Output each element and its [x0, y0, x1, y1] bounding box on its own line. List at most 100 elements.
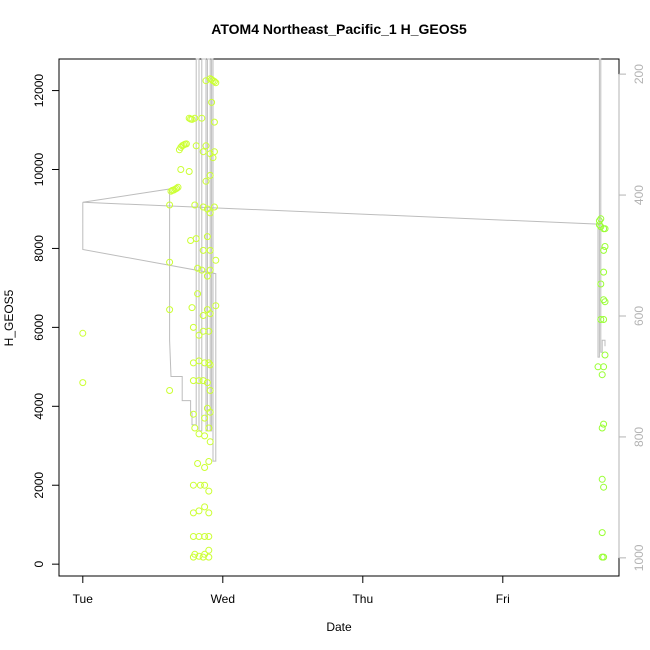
- x-axis: Tue Wed Thu Fri: [73, 575, 510, 606]
- x-axis-label: Date: [326, 620, 352, 634]
- data-point: [203, 233, 211, 241]
- data-point: [195, 430, 203, 438]
- data-point: [600, 483, 608, 491]
- data-point: [600, 553, 608, 561]
- data-point: [188, 304, 196, 312]
- data-point: [202, 142, 210, 150]
- data-point: [192, 235, 200, 243]
- data-point: [600, 268, 608, 276]
- data-point: [600, 420, 608, 428]
- pressure-line: [82, 58, 606, 462]
- data-point: [210, 78, 218, 85]
- data-point: [600, 363, 608, 371]
- y2-tick-label: 400: [632, 185, 646, 205]
- data-point: [199, 203, 207, 211]
- y-tick-label: 10000: [32, 152, 46, 186]
- data-point: [212, 256, 220, 264]
- y-axis-right: 200 400 600 800 1000: [618, 64, 646, 571]
- data-point: [192, 142, 200, 150]
- data-point: [205, 487, 213, 495]
- data-point: [212, 302, 220, 310]
- data-point: [201, 432, 209, 440]
- data-point: [182, 140, 190, 148]
- data-point: [205, 509, 213, 517]
- data-point: [205, 533, 213, 540]
- data-point: [177, 166, 185, 173]
- data-point: [79, 379, 87, 387]
- data-point: [201, 481, 209, 489]
- data-point: [205, 458, 213, 465]
- y-axis-label: H_GEOS5: [2, 289, 16, 346]
- data-point: [191, 201, 199, 209]
- data-point: [205, 553, 213, 561]
- data-point: [601, 225, 609, 233]
- data-point: [199, 246, 207, 254]
- y-axis-left: 0 2000 4000 6000 8000 10000 12000: [32, 74, 60, 568]
- data-point: [203, 379, 211, 387]
- data-point: [206, 171, 214, 179]
- data-point: [598, 475, 606, 483]
- data-point: [189, 359, 197, 367]
- data-point: [79, 329, 87, 337]
- data-point: [185, 168, 193, 175]
- data-point: [201, 503, 209, 511]
- plot-frame: [58, 58, 620, 577]
- data-point: [194, 264, 202, 272]
- data-point: [174, 183, 182, 191]
- data-point: [205, 359, 213, 367]
- y-tick-label: 12000: [32, 74, 46, 108]
- data-point: [210, 148, 218, 156]
- data-point: [199, 148, 207, 156]
- data-point: [195, 331, 203, 339]
- data-point: [206, 408, 214, 416]
- data-point: [210, 118, 218, 126]
- data-point: [166, 258, 174, 266]
- data-point: [600, 296, 608, 304]
- data-point: [598, 529, 606, 537]
- data-point: [597, 316, 605, 323]
- data-point: [198, 266, 206, 274]
- data-point: [187, 237, 195, 244]
- data-point: [205, 546, 213, 554]
- data-point: [206, 387, 214, 394]
- y-tick-label: 8000: [32, 235, 46, 262]
- data-point: [166, 306, 174, 314]
- data-point: [199, 312, 207, 319]
- data-point: [206, 361, 214, 369]
- data-point: [189, 509, 197, 517]
- y2-tick-label: 800: [632, 427, 646, 447]
- data-point: [194, 460, 202, 467]
- data-point: [195, 507, 203, 515]
- y2-tick-label: 200: [632, 64, 646, 84]
- data-point: [191, 114, 199, 122]
- y2-tick-label: 600: [632, 306, 646, 326]
- y-tick-label: 6000: [32, 314, 46, 341]
- data-point: [203, 272, 211, 280]
- data-point: [189, 323, 197, 331]
- data-point: [201, 533, 209, 540]
- data-point: [601, 243, 609, 250]
- data-point: [206, 209, 214, 217]
- data-point: [598, 424, 606, 432]
- data-point: [166, 201, 174, 209]
- data-point: [206, 310, 214, 318]
- data-point: [601, 298, 609, 306]
- data-point: [173, 184, 181, 192]
- data-point: [205, 424, 213, 432]
- data-point: [201, 464, 209, 471]
- y-tick-label: 4000: [32, 393, 46, 420]
- x-tick-label: Thu: [352, 592, 373, 606]
- data-point: [210, 203, 218, 211]
- points-layer: [79, 75, 609, 561]
- data-point: [191, 424, 199, 432]
- data-point: [196, 481, 204, 489]
- x-tick-label: Tue: [73, 592, 94, 606]
- data-point: [598, 371, 606, 379]
- data-point: [194, 290, 202, 298]
- data-point: [198, 114, 206, 122]
- y2-tick-label: 1000: [632, 544, 646, 571]
- data-point: [199, 377, 207, 385]
- data-point: [206, 266, 214, 274]
- data-point: [189, 481, 197, 489]
